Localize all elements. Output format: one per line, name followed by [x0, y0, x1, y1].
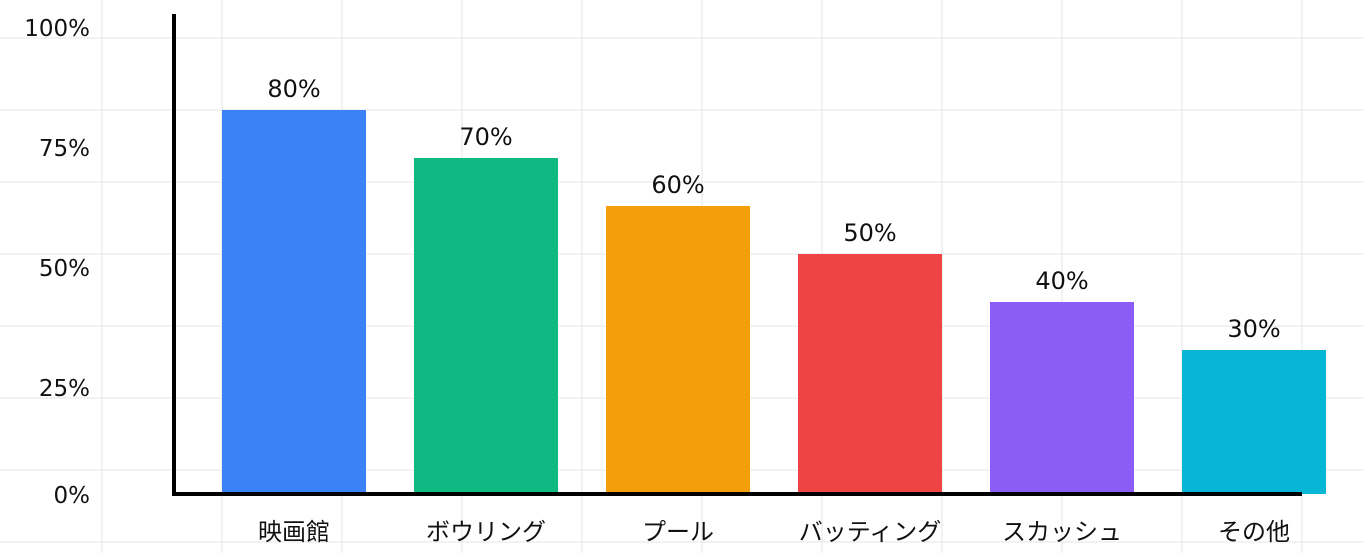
x-tick-label: その他	[1218, 518, 1290, 546]
y-tick-label: 0%	[54, 483, 91, 509]
y-tick-label: 25%	[39, 376, 90, 402]
y-tick-label: 50%	[39, 256, 90, 282]
x-tick-label: プール	[642, 518, 714, 546]
chart-axes	[172, 14, 1302, 496]
x-tick-label: スカッシュ	[1002, 518, 1122, 546]
bar	[798, 254, 942, 494]
data-label: 60%	[651, 171, 704, 199]
y-tick-label: 75%	[39, 136, 90, 162]
x-tick-label: バッティング	[799, 518, 942, 546]
data-label: 30%	[1227, 315, 1280, 343]
data-label: 70%	[459, 123, 512, 151]
data-label: 50%	[843, 219, 896, 247]
chart-data-labels: 80% 70% 60% 50% 40% 30%	[267, 75, 1280, 343]
x-tick-label: 映画館	[258, 518, 330, 546]
x-axis-ticks: 映画館 ボウリング プール バッティング スカッシュ その他	[258, 518, 1290, 546]
data-label: 80%	[267, 75, 320, 103]
data-label: 40%	[1035, 267, 1088, 295]
bar	[222, 110, 366, 494]
bar	[990, 302, 1134, 494]
bar	[606, 206, 750, 494]
chart-bars	[222, 110, 1326, 494]
x-tick-label: ボウリング	[426, 518, 546, 546]
bar	[414, 158, 558, 494]
bar	[1182, 350, 1326, 494]
y-tick-label: 100%	[24, 16, 90, 42]
y-axis-ticks: 0% 25% 50% 75% 100%	[24, 16, 90, 509]
